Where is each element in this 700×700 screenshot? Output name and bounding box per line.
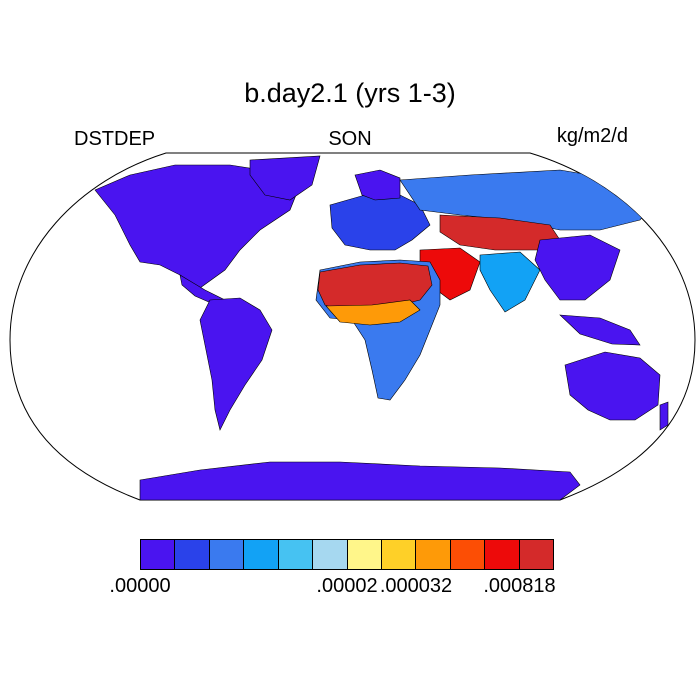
region-se-asia-islands	[559, 314, 641, 346]
region-north-america	[94, 164, 301, 289]
colorbar	[140, 539, 554, 570]
region-antarctica	[139, 461, 581, 500]
season-label: SON	[328, 128, 372, 150]
colorbar-tick-label: .000818	[483, 575, 556, 597]
colorbar-swatch	[519, 540, 554, 569]
colorbar-swatch	[485, 540, 520, 569]
colorbar-swatch	[209, 540, 245, 569]
region-greenland	[249, 155, 321, 201]
colorbar-tick-label: .000032	[379, 575, 453, 597]
colorbar-swatch	[141, 540, 176, 569]
region-scandinavia	[354, 169, 401, 201]
region-south-america	[199, 297, 273, 431]
colorbar-swatch	[175, 540, 210, 569]
colorbar-tick-label: .00000	[109, 575, 171, 597]
region-east-asia	[534, 234, 621, 301]
colorbar-swatch	[347, 540, 382, 569]
colorbar-swatch	[450, 540, 486, 569]
colorbar-tick-label: .00002	[316, 575, 378, 597]
region-siberia	[399, 169, 656, 231]
map-title: b.day2.1 (yrs 1-3)	[244, 78, 456, 108]
variable-label: DSTDEP	[74, 128, 156, 150]
colorbar-swatch	[278, 540, 314, 569]
region-south-asia	[479, 251, 541, 313]
region-new-zealand	[659, 401, 669, 431]
colorbar-swatch	[313, 540, 348, 569]
colorbar-swatch	[416, 540, 451, 569]
colorbar-swatch	[381, 540, 417, 569]
region-australia	[564, 351, 661, 421]
units-label: kg/m2/d	[556, 125, 628, 147]
region-sahel	[325, 299, 421, 326]
colorbar-swatch	[244, 540, 279, 569]
